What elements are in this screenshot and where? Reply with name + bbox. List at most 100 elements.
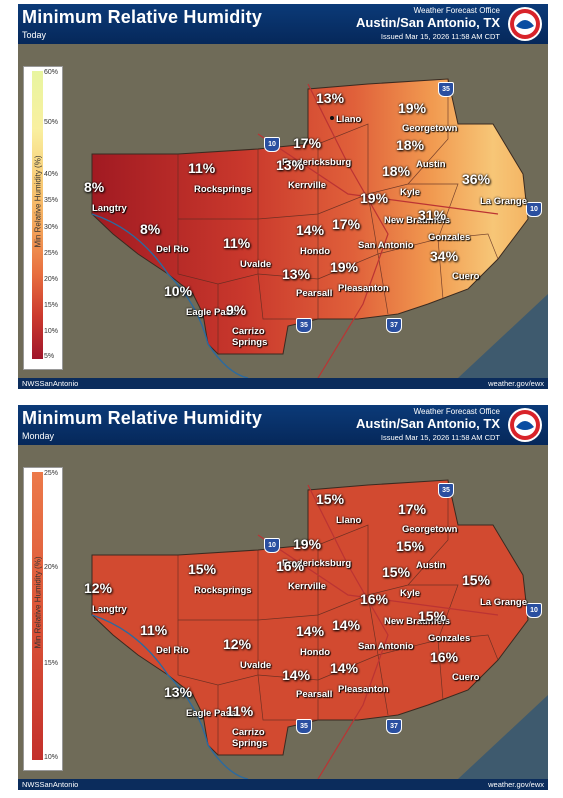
humidity-value-cuero: 16% <box>430 649 459 665</box>
humidity-value-kyle: 15% <box>382 564 411 580</box>
legend-tick: 15% <box>44 302 59 309</box>
nws-logo <box>508 7 542 41</box>
city-dot <box>330 116 334 120</box>
interstate-shield: 35 <box>438 82 454 97</box>
city-label-newbraunfels: New Braunfels <box>384 215 450 226</box>
footer-website: weather.gov/ewx <box>488 780 544 789</box>
humidity-value-fredericksburg: 19% <box>293 536 322 552</box>
humidity-value-uvalde: 12% <box>223 636 252 652</box>
map-title: Minimum Relative Humidity <box>22 7 263 27</box>
city-label-austin: Austin <box>416 159 446 170</box>
interstate-shield: 35 <box>296 719 312 734</box>
city-label-llano: Llano <box>336 515 362 526</box>
humidity-value-llano: 13% <box>316 90 345 106</box>
humidity-value-pleasanton: 14% <box>330 660 359 676</box>
city-label-langtry: Langtry <box>92 203 127 214</box>
city-label-eaglepass: Eagle Pass <box>186 708 237 719</box>
humidity-value-langtry: 12% <box>84 580 113 596</box>
forecast-day: Monday <box>22 431 55 441</box>
humidity-value-lagrange: 15% <box>462 572 491 588</box>
city-label-austin: Austin <box>416 560 446 571</box>
office-location: Austin/San Antonio, TX <box>356 15 500 30</box>
humidity-value-gonzales: 31% <box>418 207 447 223</box>
office-location: Austin/San Antonio, TX <box>356 416 500 431</box>
humidity-map <box>18 44 548 378</box>
humidity-value-newbraunfels: 16% <box>360 591 389 607</box>
interstate-shield: 35 <box>296 318 312 333</box>
humidity-value-eaglepass: 10% <box>164 283 193 299</box>
humidity-value-rocksprings: 15% <box>188 561 217 577</box>
office-label: Weather Forecast Office <box>413 6 500 15</box>
interstate-shield: 10 <box>264 137 280 152</box>
humidity-map-panel-monday: Minimum Relative Humidity Monday Weather… <box>18 405 548 790</box>
legend-colorbar <box>32 71 43 359</box>
legend-tick: 25% <box>44 250 59 257</box>
city-label-cuero: Cuero <box>452 672 480 683</box>
office-label: Weather Forecast Office <box>413 407 500 416</box>
city-label-delrio: Del Rio <box>156 645 189 656</box>
humidity-value-georgetown: 19% <box>398 100 427 116</box>
city-label-rocksprings: Rocksprings <box>194 184 252 195</box>
humidity-value-rocksprings: 11% <box>188 160 216 176</box>
issued-time: Issued Mar 15, 2026 11:58 AM CDT <box>380 32 500 41</box>
legend-tick: 25% <box>44 470 59 477</box>
city-label-gonzales: Gonzales <box>428 633 471 644</box>
city-label-newbraunfels: New Braunfels <box>384 616 450 627</box>
humidity-value-fredericksburg: 17% <box>293 135 322 151</box>
humidity-value-hondo: 14% <box>296 623 325 639</box>
humidity-value-austin: 18% <box>396 137 425 153</box>
humidity-value-langtry: 8% <box>84 179 105 195</box>
city-label-hondo: Hondo <box>300 246 331 257</box>
humidity-map <box>18 445 548 779</box>
panel-header: Minimum Relative Humidity Today Weather … <box>18 4 548 44</box>
city-label-langtry: Langtry <box>92 604 127 615</box>
interstate-shield: 35 <box>438 483 454 498</box>
interstate-shield: 10 <box>264 538 280 553</box>
city-label-rocksprings: Rocksprings <box>194 585 252 596</box>
nws-logo <box>508 408 542 442</box>
city-label-kyle: Kyle <box>400 187 421 198</box>
humidity-value-kyle: 18% <box>382 163 411 179</box>
legend-tick: 50% <box>44 119 59 126</box>
city-label-delrio: Del Rio <box>156 244 189 255</box>
city-label-gonzales: Gonzales <box>428 232 471 243</box>
humidity-legend: Min Relative Humidity (%) 25% 20% 15% 10… <box>23 467 63 771</box>
humidity-value-kerrville: 16% <box>276 558 305 574</box>
humidity-value-gonzales: 15% <box>418 608 447 624</box>
legend-tick: 20% <box>44 564 59 571</box>
humidity-value-sanantonio: 17% <box>332 216 361 232</box>
city-label-lagrange: La Grange <box>480 597 527 608</box>
legend-tick: 35% <box>44 197 59 204</box>
humidity-value-pearsall: 14% <box>282 667 311 683</box>
humidity-legend: Min Relative Humidity (%) 60% 50% 40% 35… <box>23 66 63 370</box>
city-label-carrizo: Carrizo Springs <box>232 727 268 749</box>
legend-tick: 30% <box>44 224 59 231</box>
interstate-shield: 10 <box>526 603 542 618</box>
humidity-value-austin: 15% <box>396 538 425 554</box>
city-label-pleasanton: Pleasanton <box>338 283 389 294</box>
legend-label: Min Relative Humidity (%) <box>33 556 43 649</box>
city-label-pearsall: Pearsall <box>296 288 333 299</box>
humidity-value-lagrange: 36% <box>462 171 491 187</box>
humidity-value-eaglepass: 13% <box>164 684 193 700</box>
city-label-lagrange: La Grange <box>480 196 527 207</box>
city-label-fredericksburg: Fredericksburg <box>282 157 352 168</box>
legend-label: Min Relative Humidity (%) <box>33 155 43 248</box>
humidity-value-delrio: 11% <box>140 622 168 638</box>
footer-social: NWSSanAntonio <box>22 379 79 388</box>
city-label-llano: Llano <box>336 114 362 125</box>
forecast-day: Today <box>22 30 47 40</box>
humidity-value-georgetown: 17% <box>398 501 427 517</box>
panel-footer: NWSSanAntonio weather.gov/ewx <box>18 378 548 389</box>
map-title: Minimum Relative Humidity <box>22 408 263 428</box>
interstate-shield: 37 <box>386 318 402 333</box>
humidity-map-panel-today: Minimum Relative Humidity Today Weather … <box>18 4 548 389</box>
humidity-value-newbraunfels: 19% <box>360 190 389 206</box>
legend-colorbar <box>32 472 43 760</box>
humidity-value-kerrville: 13% <box>276 157 305 173</box>
humidity-value-llano: 15% <box>316 491 345 507</box>
footer-social: NWSSanAntonio <box>22 780 79 789</box>
legend-tick: 10% <box>44 754 59 761</box>
city-label-uvalde: Uvalde <box>240 660 272 671</box>
humidity-value-hondo: 14% <box>296 222 325 238</box>
